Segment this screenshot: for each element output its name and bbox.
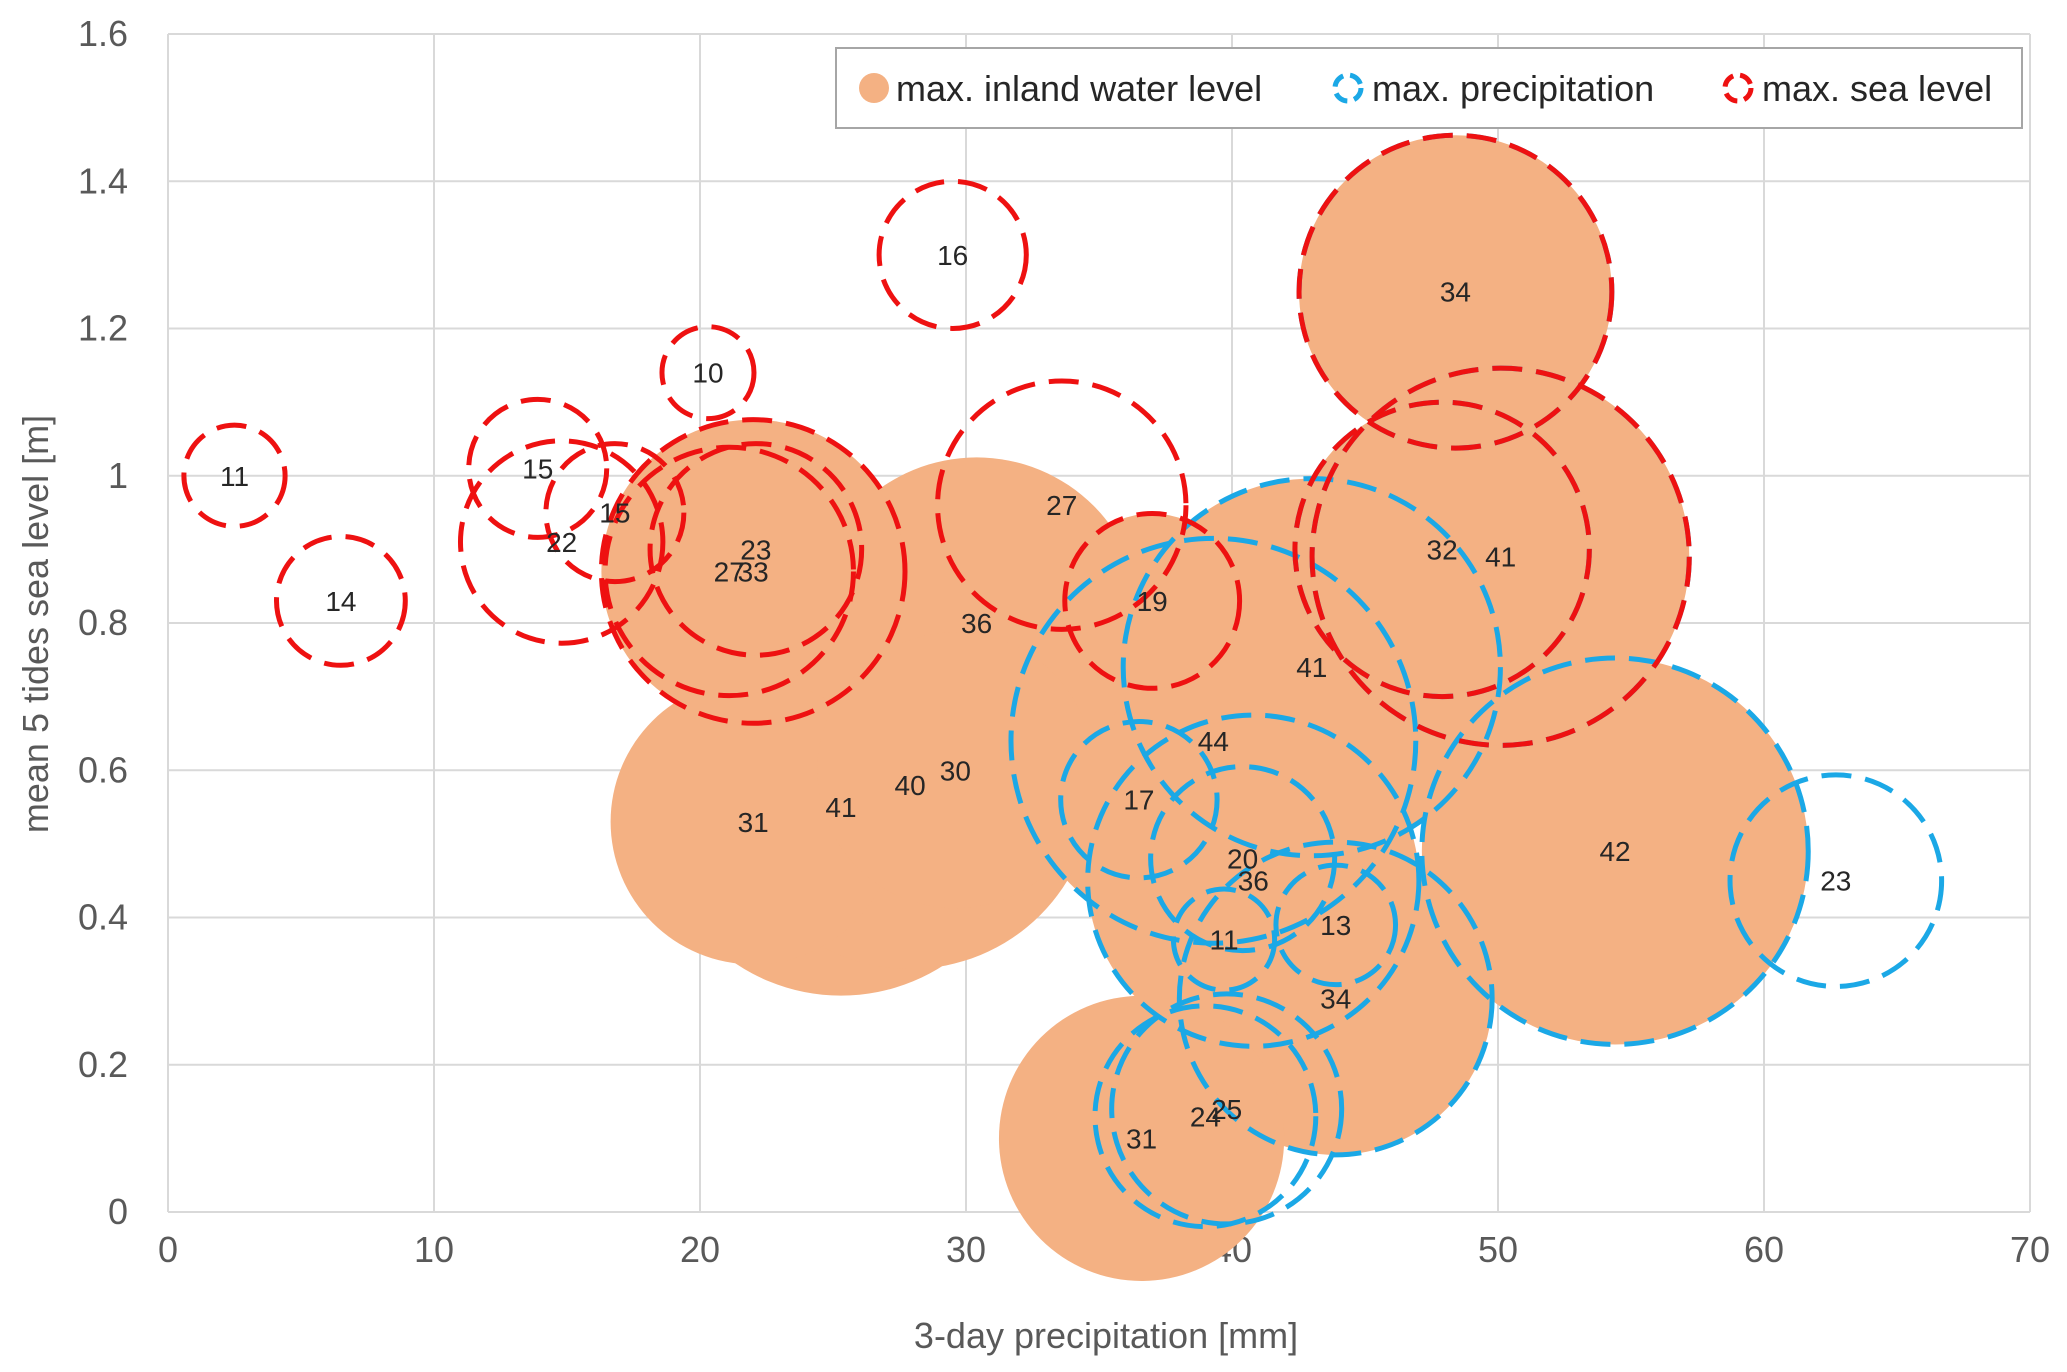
- bubble-size-label: 11: [1209, 925, 1238, 956]
- x-tick-label: 20: [680, 1229, 720, 1270]
- bubble-inland: [1064, 513, 1240, 689]
- bubble-sea: [1292, 399, 1592, 700]
- bubble-inland: [650, 443, 862, 656]
- x-tick-label: 60: [1744, 1229, 1784, 1270]
- bubble-inland: [1421, 658, 1809, 1045]
- bubble-precipitation: [1419, 655, 1811, 1047]
- bubble-sea: [181, 422, 288, 529]
- plot-area: [181, 132, 1945, 1281]
- x-tick-label: 50: [1478, 1229, 1518, 1270]
- bubble-size-label: 33: [738, 556, 769, 587]
- bubble-size-label: 20: [1227, 844, 1258, 875]
- bubble-inland: [998, 995, 1285, 1281]
- bubble-sea: [602, 444, 856, 699]
- bubble-precipitation: [1058, 719, 1220, 881]
- bubble-size-label: 23: [740, 534, 771, 565]
- legend: max. inland water level max. precipitati…: [835, 47, 2023, 129]
- bubble-size-label: 10: [692, 358, 723, 389]
- legend-marker-inland: [859, 73, 889, 103]
- bubble-size-label: 15: [599, 498, 630, 529]
- legend-box: [835, 47, 2023, 129]
- y-tick-label: 1: [108, 455, 128, 496]
- bubble-sea: [457, 438, 666, 646]
- bubble-size-label: 25: [1211, 1094, 1242, 1125]
- axes: 0 10 20 30 40 50 60 70 0 0.2 0.4 0.6 0.8 1 1.2 1.4 1.6: [78, 13, 2050, 1270]
- bubble-size-label: 40: [895, 770, 926, 801]
- bubble-precipitation: [1727, 772, 1945, 989]
- bubble-sea: [659, 324, 757, 422]
- bubble-precipitation: [1008, 535, 1419, 946]
- bubble-size-label: 27: [714, 556, 745, 587]
- y-tick-label: 0.6: [78, 749, 128, 790]
- bubble-inland: [1173, 888, 1275, 991]
- bubble-sea: [598, 417, 908, 726]
- x-tick-label: 30: [946, 1229, 986, 1270]
- bubble-sea: [1309, 365, 1692, 748]
- bubble-size-label: 27: [1046, 490, 1077, 521]
- y-axis-title: mean 5 tides sea level [m]: [15, 415, 56, 833]
- bubble-sea: [647, 441, 865, 658]
- y-tick-label: 1.2: [78, 308, 128, 349]
- bubble-sea: [543, 441, 687, 585]
- legend-label-precipitation: max. precipitation: [1372, 68, 1654, 109]
- bubble-sea: [1062, 511, 1243, 691]
- bubble-size-label: 31: [738, 807, 769, 838]
- bubble-precipitation: [1176, 839, 1495, 1158]
- bubble-sea: [935, 378, 1189, 632]
- bubble-sea: [876, 178, 1029, 331]
- y-tick-label: 0: [108, 1191, 128, 1232]
- bubble-inland: [1294, 402, 1590, 697]
- bubble-size-label: 41: [825, 792, 856, 823]
- legend-marker-precipitation: [1332, 72, 1364, 104]
- bubble-inland: [1275, 865, 1396, 985]
- bubble-precipitation: [1148, 764, 1338, 954]
- y-tick-label: 0.2: [78, 1044, 128, 1085]
- x-tick-label: 0: [158, 1229, 178, 1270]
- bubble-size-label: 36: [1238, 866, 1269, 897]
- legend-label-inland: max. inland water level: [896, 68, 1262, 109]
- bubble-size-label: 32: [1427, 534, 1458, 565]
- bubble-inland: [1299, 135, 1612, 449]
- bubble-inland: [817, 632, 1094, 909]
- bubble-size-label: 19: [1137, 586, 1168, 617]
- legend-marker-sea: [1722, 72, 1754, 104]
- bubble-size-label: 42: [1599, 836, 1630, 867]
- y-tick-label: 0.4: [78, 897, 128, 938]
- bubble-inland: [1060, 721, 1218, 878]
- y-tick-label: 0.8: [78, 602, 128, 643]
- bubble-sea: [466, 396, 610, 540]
- bubble-size-label: 17: [1123, 785, 1154, 816]
- x-tick-label: 70: [2010, 1229, 2050, 1270]
- x-axis-title: 3-day precipitation [mm]: [914, 1315, 1298, 1356]
- bubble-size-label: 11: [220, 461, 249, 492]
- bubble-size-label: 30: [940, 755, 971, 786]
- bubble-size-label: 34: [1320, 983, 1351, 1014]
- bubble-size-label: 13: [1320, 910, 1351, 941]
- bubble-size-label: 23: [1820, 866, 1851, 897]
- bubble-size-label: 22: [546, 527, 577, 558]
- bubble-size-label: 36: [961, 608, 992, 639]
- y-tick-label: 1.4: [78, 160, 128, 201]
- bubble-size-label: 34: [1440, 277, 1471, 308]
- bubble-precipitation: [1273, 862, 1399, 988]
- bubble-sea: [274, 534, 408, 668]
- bubble-size-label: 31: [1126, 1123, 1157, 1154]
- bubble-precipitation: [1170, 886, 1278, 993]
- legend-label-sea: max. sea level: [1762, 68, 1992, 109]
- bubble-size-label: 44: [1198, 726, 1229, 757]
- x-tick-label: 10: [414, 1229, 454, 1270]
- bubble-size-label: 41: [1296, 652, 1327, 683]
- bubble-size-label: 41: [1485, 542, 1516, 573]
- bubble-sea: [1296, 132, 1615, 451]
- bubble-size-label: 16: [937, 240, 968, 271]
- bubble-size-label: 24: [1190, 1101, 1221, 1132]
- bubble-size-label: 15: [522, 453, 553, 484]
- bubble-precipitation: [1085, 712, 1422, 1049]
- bubble-precipitation: [1092, 1003, 1319, 1230]
- y-tick-label: 1.6: [78, 13, 128, 54]
- bubble-size-label: 14: [325, 586, 356, 617]
